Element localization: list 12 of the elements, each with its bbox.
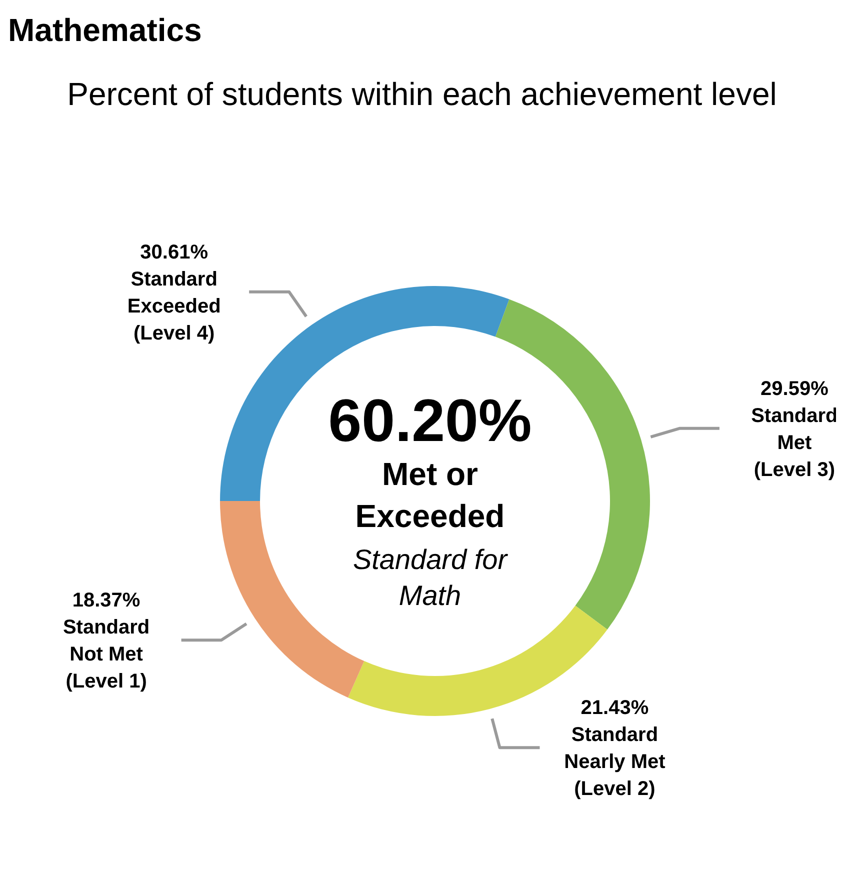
text: 60.20% <box>328 387 532 454</box>
chart-subtitle: Percent of students within each achievement level <box>66 75 778 114</box>
data-label: 18.37% <box>72 590 140 612</box>
data-label: 29.59% <box>760 378 829 400</box>
data-label: 21.43% <box>580 697 649 720</box>
text: Standard for Math <box>352 544 509 611</box>
slice-label: Standard Nearly Met (Level 2) <box>564 724 666 800</box>
text: Met or Exceeded <box>355 456 505 534</box>
slice-label: Standard Not Met (Level 1) <box>62 616 150 693</box>
data-label: 30.61% <box>140 241 208 264</box>
slice-label: Standard Exceeded (Level 4) <box>127 268 221 344</box>
chart-title: Mathematics <box>8 11 203 50</box>
